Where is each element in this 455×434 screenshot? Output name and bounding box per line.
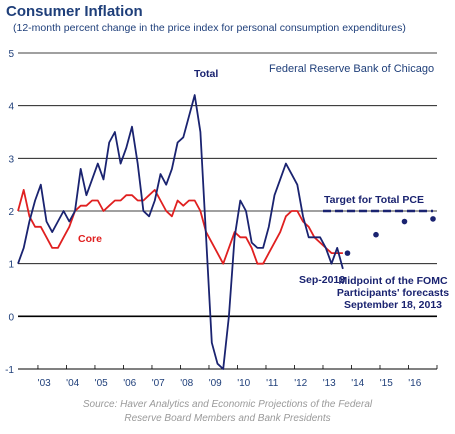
x-tick-label: '09 xyxy=(209,378,222,389)
label-layer: Federal Reserve Bank of Chicago Total Co… xyxy=(78,63,449,311)
source-line-2: Reserve Board Members and Bank President… xyxy=(124,413,331,424)
y-tick-label: 5 xyxy=(8,49,14,60)
source-line-1: Source: Haver Analytics and Economic Pro… xyxy=(82,399,373,410)
source-note: Source: Haver Analytics and Economic Pro… xyxy=(0,398,455,426)
y-tick-label: 4 xyxy=(8,102,14,113)
series-line-core xyxy=(17,189,343,265)
brand-label: Federal Reserve Bank of Chicago xyxy=(269,63,434,75)
y-tick-label: 0 xyxy=(8,312,14,323)
y-tick-label: 3 xyxy=(8,154,14,165)
x-tick-label: '04 xyxy=(66,378,79,389)
series-line-total xyxy=(17,94,344,370)
forecast-point xyxy=(430,216,436,222)
x-tick-label: '08 xyxy=(180,378,193,389)
x-tick-label: '11 xyxy=(266,378,279,389)
fomc-label-line2: Participants' forecasts xyxy=(337,287,449,299)
fomc-label-line3: September 18, 2013 xyxy=(344,299,442,311)
x-tick-label: '15 xyxy=(380,378,393,389)
core-series-label: Core xyxy=(78,233,102,245)
target-label: Target for Total PCE xyxy=(324,194,424,206)
x-tick-label: '12 xyxy=(294,378,307,389)
y-tick-label: -1 xyxy=(5,365,14,376)
chart-title: Consumer Inflation xyxy=(6,3,143,20)
projection-layer xyxy=(322,209,436,256)
grid-layer xyxy=(18,52,437,370)
x-tick-label: '10 xyxy=(237,378,250,389)
y-tick-label: 1 xyxy=(8,260,14,271)
x-tick-label: '05 xyxy=(95,378,108,389)
fomc-label-line1: Midpoint of the FOMC xyxy=(338,275,447,287)
x-tick-label: '13 xyxy=(323,378,336,389)
total-series-label: Total xyxy=(194,68,218,80)
chart-subtitle: (12-month percent change in the price in… xyxy=(13,22,406,34)
forecast-point xyxy=(344,250,351,256)
forecast-point xyxy=(373,231,379,238)
x-tick-label: '03 xyxy=(38,378,51,389)
tick-layer: -1 0 1 2 3 4 5 '03 '04 '05 '06 '07 '08 '09 '10 '11 '12 '1… xyxy=(5,49,438,389)
series-layer xyxy=(17,94,344,370)
x-tick-label: '14 xyxy=(351,378,364,389)
forecast-point xyxy=(401,218,408,225)
x-tick-label: '16 xyxy=(408,378,421,389)
last-observation-label: Sep-2013 xyxy=(299,274,345,286)
x-tick-label: '06 xyxy=(123,378,136,389)
x-tick-label: '07 xyxy=(152,378,165,389)
y-tick-label: 2 xyxy=(8,207,14,218)
